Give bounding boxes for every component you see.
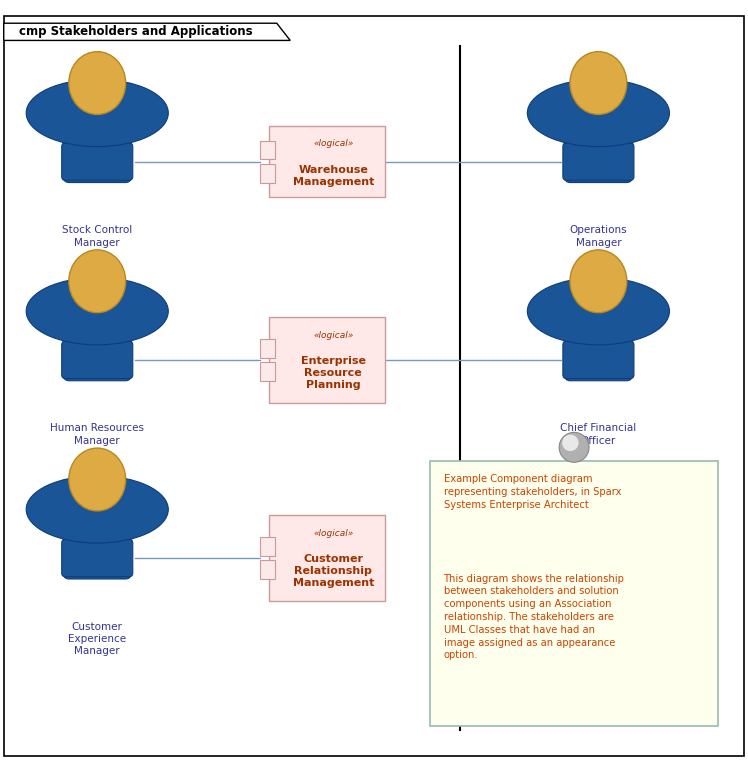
FancyBboxPatch shape (260, 141, 275, 159)
FancyBboxPatch shape (61, 341, 132, 378)
FancyBboxPatch shape (4, 15, 744, 757)
Ellipse shape (26, 80, 168, 147)
FancyBboxPatch shape (61, 540, 132, 577)
FancyBboxPatch shape (269, 317, 385, 403)
Ellipse shape (69, 448, 126, 511)
Text: cmp Stakeholders and Applications: cmp Stakeholders and Applications (19, 25, 252, 38)
Ellipse shape (527, 80, 669, 147)
FancyBboxPatch shape (430, 461, 718, 726)
Ellipse shape (527, 278, 669, 345)
Text: Chief Financial
Officer: Chief Financial Officer (560, 423, 637, 445)
FancyBboxPatch shape (63, 499, 132, 579)
Polygon shape (4, 23, 290, 40)
Text: Operations
Manager: Operations Manager (569, 225, 628, 248)
FancyBboxPatch shape (269, 126, 385, 197)
FancyBboxPatch shape (260, 339, 275, 357)
Text: «logical»: «logical» (313, 139, 353, 148)
Text: Customer
Relationship
Management: Customer Relationship Management (292, 554, 374, 588)
Text: Example Component diagram
representing stakeholders, in Sparx
Systems Enterprise: Example Component diagram representing s… (444, 474, 621, 510)
FancyBboxPatch shape (565, 103, 632, 182)
FancyBboxPatch shape (63, 302, 132, 381)
Ellipse shape (26, 278, 168, 345)
Text: Stock Control
Manager: Stock Control Manager (62, 225, 132, 248)
Ellipse shape (69, 52, 126, 114)
Text: Warehouse
Management: Warehouse Management (292, 164, 374, 187)
FancyBboxPatch shape (269, 515, 385, 601)
FancyBboxPatch shape (260, 164, 275, 182)
Text: Human Resources
Manager: Human Resources Manager (50, 423, 144, 445)
FancyBboxPatch shape (63, 103, 132, 182)
Ellipse shape (570, 250, 627, 313)
Text: «logical»: «logical» (313, 529, 353, 538)
FancyBboxPatch shape (562, 143, 634, 181)
FancyBboxPatch shape (260, 537, 275, 556)
Ellipse shape (570, 52, 627, 114)
Text: Customer
Experience
Manager: Customer Experience Manager (68, 621, 126, 656)
Ellipse shape (26, 476, 168, 543)
Text: «logical»: «logical» (313, 330, 353, 340)
Circle shape (559, 432, 589, 462)
FancyBboxPatch shape (260, 362, 275, 381)
FancyBboxPatch shape (61, 143, 132, 181)
FancyBboxPatch shape (565, 302, 632, 381)
Ellipse shape (69, 250, 126, 313)
Text: Enterprise
Resource
Planning: Enterprise Resource Planning (301, 356, 366, 390)
Circle shape (562, 435, 579, 451)
Text: This diagram shows the relationship
between stakeholders and solution
components: This diagram shows the relationship betw… (444, 574, 625, 661)
FancyBboxPatch shape (260, 560, 275, 579)
FancyBboxPatch shape (562, 341, 634, 378)
